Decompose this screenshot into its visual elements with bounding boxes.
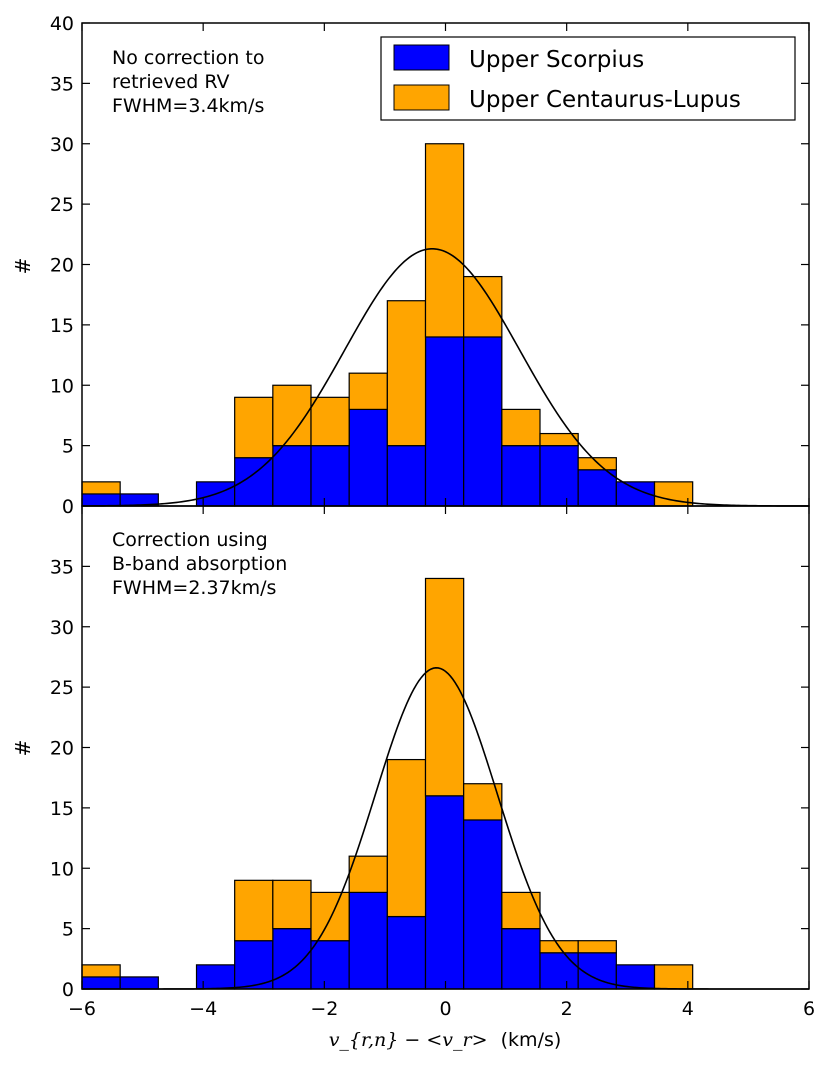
- bottom-us-bar: [310, 940, 350, 990]
- top-us-bar: [348, 408, 388, 507]
- x-tick-label: 0: [439, 998, 451, 1020]
- x-tick-label: −6: [68, 998, 96, 1020]
- top-y-tick-label: 30: [50, 134, 74, 156]
- bottom-annotation-line-2: B-band absorption: [112, 553, 287, 575]
- x-axis-label-unit: (km/s): [501, 1029, 562, 1051]
- top-us-bar: [463, 336, 503, 507]
- bottom-y-tick-label: 0: [62, 979, 74, 1001]
- bottom-annotation-line-1: Correction using: [112, 529, 268, 551]
- bottom-panel: 0 5 10 15 20 25 30 35 # Correction using B-band…: [11, 505, 810, 1001]
- x-tick-label: −2: [310, 998, 338, 1020]
- top-ucl-bar: [348, 372, 388, 410]
- top-ucl-bar: [539, 432, 579, 447]
- top-y-axis-label: #: [11, 258, 35, 275]
- x-tick-labels: −6 −4 −2 0 2 4 6: [68, 998, 815, 1020]
- top-ucl-bar: [501, 408, 541, 447]
- x-tick-label: 2: [561, 998, 573, 1020]
- top-annotation-line-1: No correction to: [112, 47, 264, 69]
- top-annotation-line-3: FWHM=3.4km/s: [112, 95, 264, 117]
- bottom-annotation-line-3: FWHM=2.37km/s: [112, 577, 276, 599]
- top-us-bars: [81, 336, 656, 507]
- bottom-ucl-bar: [577, 940, 617, 954]
- bottom-us-bar: [81, 976, 121, 990]
- bottom-y-tick-label: 25: [50, 677, 74, 699]
- bottom-ucl-bar: [272, 879, 312, 930]
- top-us-bar: [539, 445, 579, 507]
- bottom-y-tick-label: 5: [62, 919, 74, 941]
- top-ucl-bar: [310, 396, 350, 447]
- bottom-y-tick-label: 10: [50, 858, 74, 880]
- top-ucl-bar: [234, 396, 274, 459]
- bottom-us-bar: [234, 940, 274, 990]
- bottom-y-tick-label: 35: [50, 556, 74, 578]
- top-ucl-bar: [81, 481, 121, 495]
- bottom-us-bar: [386, 915, 427, 990]
- bottom-us-bar: [348, 891, 388, 990]
- bottom-us-bar: [501, 928, 541, 990]
- top-y-tick-label: 5: [62, 436, 74, 458]
- bottom-ucl-bar: [81, 964, 121, 978]
- top-us-bar: [577, 469, 617, 507]
- bottom-ucl-bar: [501, 891, 541, 930]
- x-tick-label: −4: [189, 998, 217, 1020]
- bottom-us-bar: [272, 928, 312, 990]
- legend-frame: [380, 36, 796, 121]
- top-us-bar: [424, 336, 465, 507]
- bottom-us-bar: [195, 964, 236, 990]
- bottom-y-ticks: 0 5 10 15 20 25 30 35: [50, 556, 809, 1001]
- bottom-y-tick-label: 15: [50, 798, 74, 820]
- top-ucl-bars: [81, 143, 694, 507]
- x-tick-label: 6: [803, 998, 815, 1020]
- bottom-us-bar: [463, 819, 503, 990]
- bottom-y-tick-label: 20: [50, 738, 74, 760]
- top-y-tick-label: 15: [50, 315, 74, 337]
- top-y-tick-label: 20: [50, 255, 74, 277]
- x-tick-label: 4: [682, 998, 694, 1020]
- top-us-bar: [272, 445, 312, 507]
- top-y-tick-label: 40: [50, 13, 74, 35]
- bottom-plot-frame: [81, 505, 810, 990]
- top-ucl-bar: [463, 275, 503, 338]
- legend-swatch-upper-scorpius: [393, 44, 450, 71]
- top-y-tick-label: 35: [50, 73, 74, 95]
- legend-label-upper-centaurus-lupus: Upper Centaurus-Lupus: [469, 87, 741, 113]
- bottom-us-bar: [119, 976, 159, 990]
- bottom-ucl-bar: [310, 891, 350, 942]
- x-axis-label-math: v_{r,n} − <v_r>: [329, 1029, 488, 1051]
- top-y-tick-label: 25: [50, 194, 74, 216]
- top-ucl-bar: [386, 300, 427, 447]
- bottom-us-bars: [81, 795, 656, 990]
- top-ucl-bar: [424, 143, 465, 338]
- top-y-tick-label: 10: [50, 375, 74, 397]
- top-annotation-line-2: retrieved RV: [112, 71, 230, 93]
- bottom-us-bar: [539, 952, 579, 990]
- bottom-ucl-bar: [653, 964, 694, 990]
- legend-swatch-upper-centaurus-lupus: [393, 84, 450, 111]
- top-us-bar: [386, 445, 427, 507]
- bottom-ucl-bar: [348, 855, 388, 893]
- x-axis-label: v_{r,n} − <v_r> (km/s): [329, 1029, 562, 1051]
- bottom-ucl-bar: [234, 879, 274, 942]
- top-us-bar: [501, 445, 541, 507]
- legend: Upper Scorpius Upper Centaurus-Lupus: [380, 36, 796, 121]
- bottom-y-axis-label: #: [11, 740, 35, 757]
- bottom-y-tick-label: 30: [50, 617, 74, 639]
- bottom-us-bar: [424, 795, 465, 990]
- legend-label-upper-scorpius: Upper Scorpius: [469, 47, 644, 73]
- top-us-bar: [310, 445, 350, 507]
- bottom-ucl-bar: [386, 758, 427, 918]
- top-y-tick-label: 0: [62, 496, 74, 518]
- top-us-bar: [81, 493, 121, 507]
- top-panel: 0 5 10 15 20 25 30 35 40 # No correction to retr…: [11, 13, 810, 518]
